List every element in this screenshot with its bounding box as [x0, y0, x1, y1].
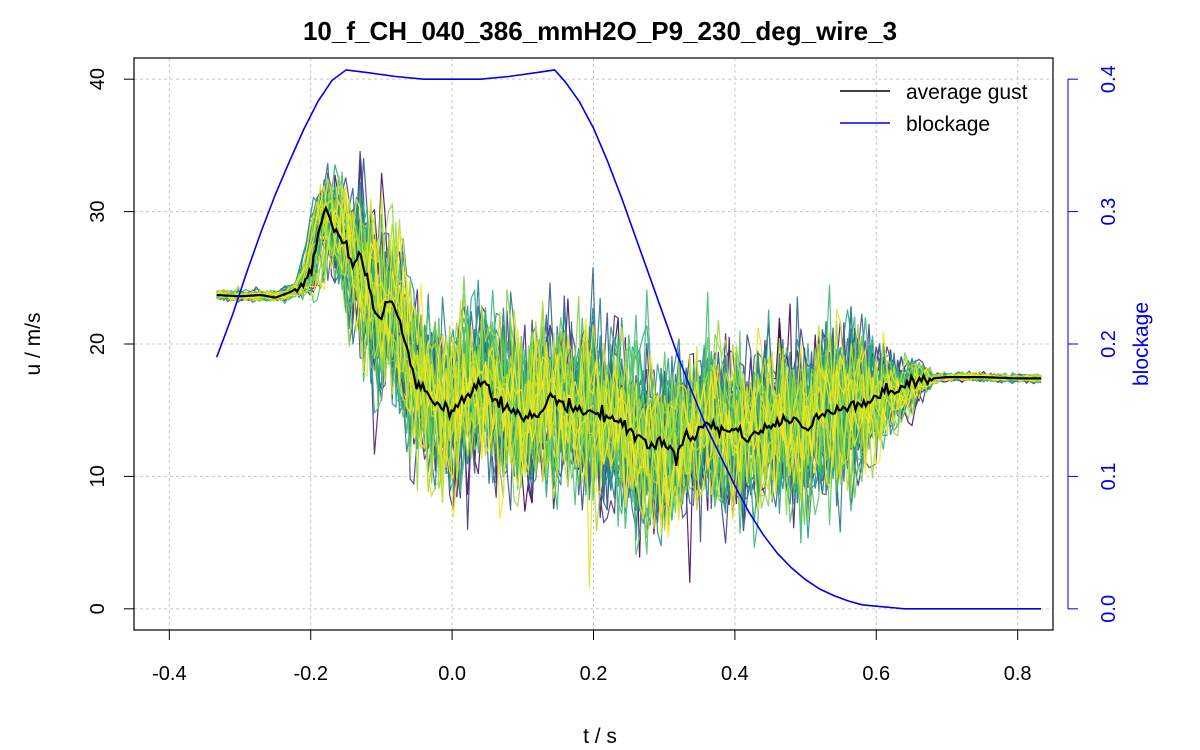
individual-runs: [216, 150, 1042, 588]
y-tick-label-4: 40: [87, 68, 109, 90]
y2-tick-label-1: 0.1: [1098, 463, 1120, 491]
y-tick-label-0: 0: [87, 603, 109, 614]
x-tick-label-5: 0.6: [862, 663, 890, 685]
run-line-59: [216, 187, 1042, 535]
run-line-57: [216, 201, 1042, 534]
y-axis-left: 0 10 20 30 40: [87, 68, 134, 614]
y2-tick-label-4: 0.4: [1098, 65, 1120, 93]
series-line-average-gust: [216, 205, 1041, 466]
y2-tick-label-0: 0.0: [1098, 595, 1120, 623]
run-line-56: [216, 178, 1042, 588]
x-axis-label: t / s: [583, 725, 617, 748]
y-tick-label-3: 30: [87, 200, 109, 222]
x-tick-label-0: -0.4: [152, 663, 186, 685]
y-tick-label-2: 20: [87, 333, 109, 355]
x-tick-label-3: 0.2: [580, 663, 608, 685]
x-tick-label-2: 0.0: [438, 663, 466, 685]
x-tick-label-1: -0.2: [293, 663, 327, 685]
series-line-blockage: [215, 69, 1041, 610]
run-line-58: [216, 185, 1042, 538]
series-lines: [215, 69, 1041, 610]
legend-label-average-gust: average gust: [906, 81, 1028, 104]
run-line-52: [216, 198, 1042, 532]
y-tick-label-1: 10: [87, 465, 109, 487]
chart-title: 10_f_CH_040_386_mmH2O_P9_230_deg_wire_3: [303, 16, 897, 46]
y-axis-label: u / m/s: [22, 312, 45, 375]
run-line-55: [216, 183, 1042, 520]
legend: average gust blockage: [840, 81, 1028, 136]
y2-tick-label-3: 0.3: [1098, 198, 1120, 226]
x-tick-label-4: 0.4: [721, 663, 749, 685]
y-axis-right: 0.0 0.1 0.2 0.3 0.4: [1067, 65, 1120, 623]
y2-tick-label-2: 0.2: [1098, 330, 1120, 358]
grid: [134, 58, 1053, 630]
x-tick-label-6: 0.8: [1004, 663, 1032, 685]
y2-axis-label: blockage: [1130, 302, 1153, 386]
x-axis: -0.4 -0.2 0.0 0.2 0.4 0.6 0.8: [152, 629, 1032, 685]
legend-label-blockage: blockage: [906, 113, 990, 136]
